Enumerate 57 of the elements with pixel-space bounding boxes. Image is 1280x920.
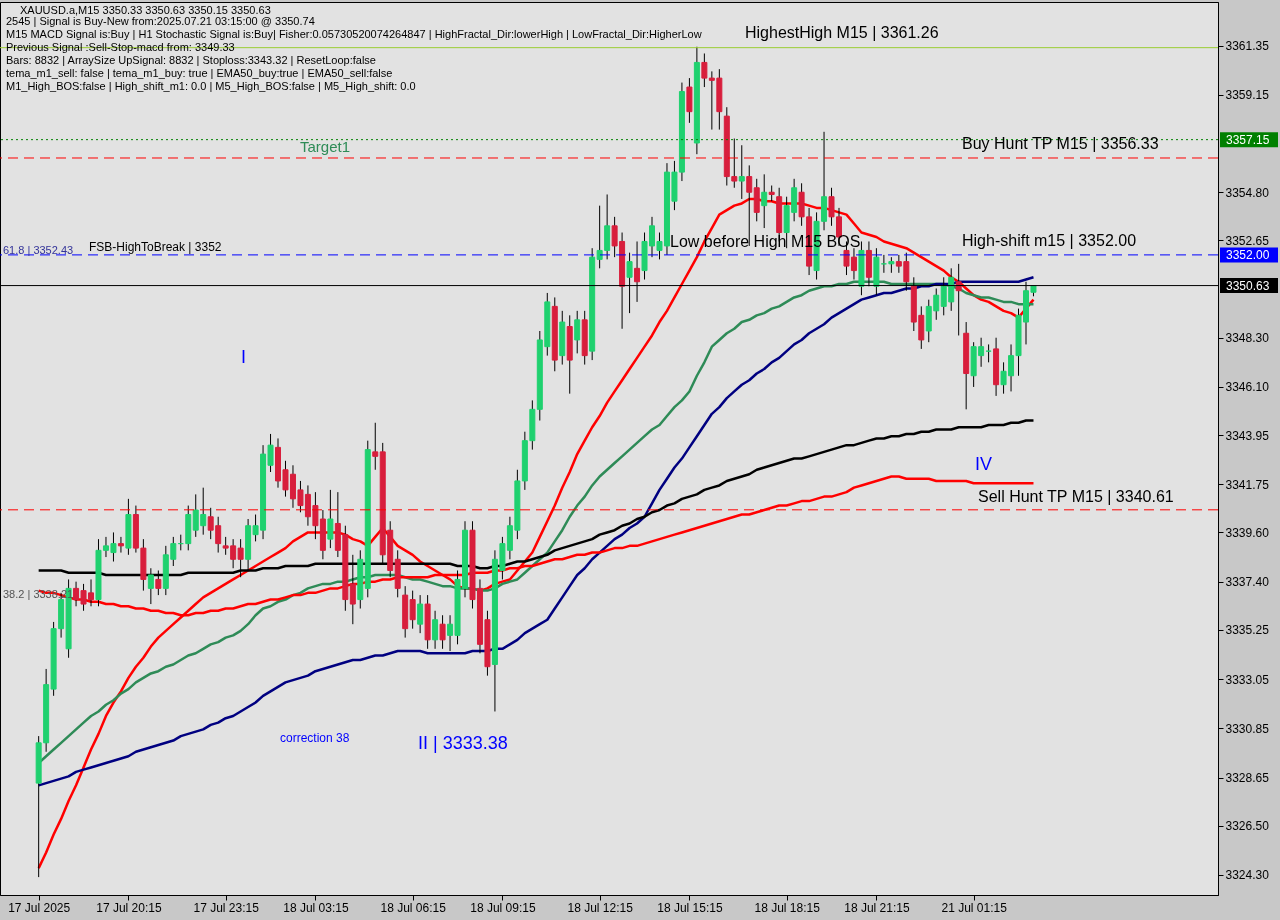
annotation: tema_m1_sell: false | tema_m1_buy: true | EMA50_buy:true | EMA50_sell:false	[6, 67, 393, 79]
candlestick	[417, 594, 424, 634]
candlestick	[432, 610, 439, 650]
annotation: IV	[975, 454, 993, 474]
y-tick-label: 3343.95	[1225, 428, 1270, 443]
candlestick	[117, 536, 124, 554]
chart-title: XAUUSD.a,M15 3350.33 3350.63 3350.15 3350.63	[20, 4, 271, 16]
x-tick-label: 21 Jul 01:15	[941, 900, 1008, 915]
annotation: correction 38	[280, 731, 350, 745]
x-tick-label: 18 Jul 15:15	[657, 900, 723, 915]
annotation: Bars: 8832 | ArraySize UpSignal: 8832 | Stoploss:3343.32 | ResetLoop:false	[6, 54, 376, 66]
y-tick-label: 3339.60	[1225, 525, 1270, 540]
y-tick-label: 3348.30	[1225, 331, 1270, 346]
candlestick	[372, 422, 379, 471]
y-tick-label: 3333.05	[1225, 672, 1270, 687]
candlestick	[327, 489, 334, 549]
y-tick-label: 3354.80	[1225, 185, 1270, 200]
y-tick-label: 3326.50	[1225, 819, 1270, 834]
annotation: 61.8 | 3352.43	[3, 244, 74, 256]
x-tick-label: 18 Jul 18:15	[754, 900, 821, 915]
candlestick	[439, 614, 446, 650]
annotation: Sell Hunt TP M15 | 3340.61	[978, 488, 1174, 505]
y-tick-label: 3352.65	[1225, 233, 1270, 248]
x-tick-label: 17 Jul 20:15	[96, 900, 162, 915]
x-tick-label: 18 Jul 12:15	[567, 900, 634, 915]
annotation: High-shift m15 | 3352.00	[962, 232, 1137, 249]
y-tick-label: 3335.25	[1225, 623, 1270, 638]
ref-line-label: 3357.15	[1226, 132, 1270, 147]
x-tick-label: 18 Jul 09:15	[470, 900, 536, 915]
y-tick-label: 3328.65	[1225, 771, 1270, 785]
annotation: Target1	[300, 138, 351, 155]
y-tick-label: 3337.40	[1225, 575, 1270, 590]
y-tick-label: 3359.15	[1225, 88, 1270, 103]
ref-line-label: 3352.00	[1226, 247, 1270, 262]
x-tick-label: 17 Jul 23:15	[193, 900, 260, 915]
annotation: I	[241, 347, 247, 367]
x-tick-label: 18 Jul 21:15	[844, 900, 910, 915]
x-tick-label: 18 Jul 06:15	[380, 900, 447, 915]
annotation: II | 3333.38	[418, 733, 508, 753]
annotation: FSB-HighToBreak | 3352	[89, 240, 222, 254]
y-tick-label: 3346.10	[1225, 380, 1270, 395]
annotation: M15 MACD Signal is:Buy | H1 Stochastic Signal is:Buy| Fisher:0.05730520074264847 | HighFractal_Dir:lowerHigh | LowFractal_Dir:HigherLow	[6, 28, 702, 40]
annotation: HighestHigh M15 | 3361.26	[745, 24, 939, 41]
candlestick	[409, 590, 416, 630]
y-tick-label: 3361.35	[1225, 39, 1270, 54]
ref-line-label: 3350.63	[1226, 278, 1270, 293]
y-tick-label: 3330.85	[1225, 721, 1270, 736]
annotation: 2545 | Signal is Buy-New from:2025.07.21 03:15:00 @ 3350.74	[6, 15, 315, 27]
x-tick-label: 18 Jul 03:15	[283, 900, 349, 915]
y-tick-label: 3341.75	[1225, 477, 1270, 492]
candlestick	[738, 144, 745, 200]
candlestick	[574, 310, 581, 354]
candlestick	[761, 173, 768, 229]
y-tick-label: 3324.30	[1225, 868, 1270, 883]
annotation: Buy Hunt TP M15 | 3356.33	[962, 135, 1159, 152]
x-tick-label: 17 Jul 2025	[8, 900, 71, 915]
annotation: M1_High_BOS:false | High_shift_m1: 0.0 | M5_High_BOS:false | M5_High_shift: 0.0	[6, 80, 416, 92]
